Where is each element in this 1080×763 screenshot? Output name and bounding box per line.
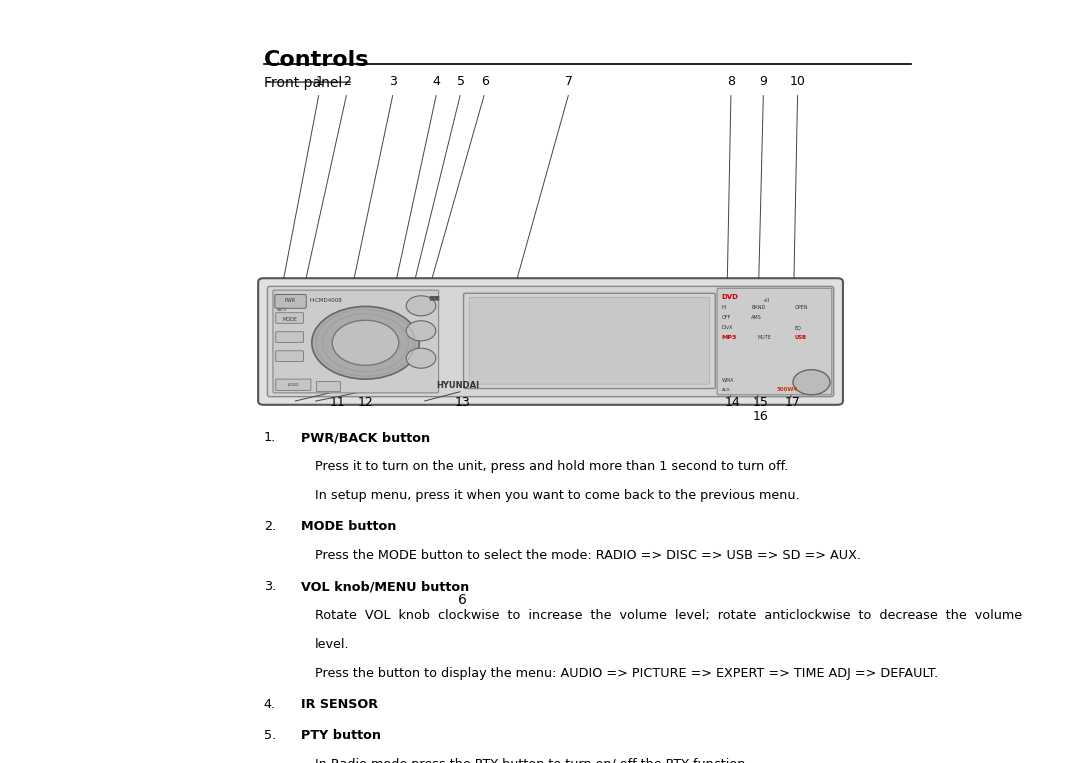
FancyBboxPatch shape bbox=[469, 298, 710, 384]
Text: 3.: 3. bbox=[264, 580, 276, 594]
FancyBboxPatch shape bbox=[275, 313, 303, 324]
Text: H-CMD4008: H-CMD4008 bbox=[310, 298, 342, 303]
Circle shape bbox=[406, 348, 436, 369]
FancyBboxPatch shape bbox=[275, 351, 303, 362]
Text: DVD: DVD bbox=[721, 294, 739, 300]
Text: 8: 8 bbox=[727, 75, 735, 88]
Text: VOL knob/MENU button: VOL knob/MENU button bbox=[300, 580, 469, 594]
Text: MODE: MODE bbox=[282, 317, 297, 322]
Text: 5: 5 bbox=[457, 75, 464, 88]
FancyBboxPatch shape bbox=[274, 295, 307, 308]
Text: Press the MODE button to select the mode: RADIO => DISC => USB => SD => AUX.: Press the MODE button to select the mode… bbox=[314, 549, 861, 562]
Text: Rotate  VOL  knob  clockwise  to  increase  the  volume  level;  rotate  anticlo: Rotate VOL knob clockwise to increase th… bbox=[314, 609, 1022, 622]
Text: 4.: 4. bbox=[264, 698, 275, 711]
Text: Front panel: Front panel bbox=[264, 76, 342, 91]
Text: level.: level. bbox=[314, 638, 349, 651]
Text: HI: HI bbox=[721, 304, 727, 310]
Text: IR SENSOR: IR SENSOR bbox=[300, 698, 378, 711]
Text: 17: 17 bbox=[785, 396, 801, 409]
Text: 500W4: 500W4 bbox=[777, 388, 798, 392]
Text: 5.: 5. bbox=[264, 729, 276, 742]
Text: AMS: AMS bbox=[752, 314, 762, 320]
Text: 14: 14 bbox=[725, 396, 741, 409]
Text: OPEN: OPEN bbox=[795, 304, 808, 310]
Text: BAND: BAND bbox=[752, 304, 766, 310]
Text: 10: 10 bbox=[789, 75, 806, 88]
Text: WMA: WMA bbox=[721, 378, 734, 384]
Text: 2.: 2. bbox=[264, 520, 275, 533]
Text: Press the button to display the menu: AUDIO => PICTURE => EXPERT => TIME ADJ => : Press the button to display the menu: AU… bbox=[314, 667, 937, 680]
Text: 6: 6 bbox=[481, 75, 489, 88]
Text: 13: 13 bbox=[455, 396, 471, 409]
Text: MP3: MP3 bbox=[721, 335, 738, 340]
Text: PWR: PWR bbox=[285, 298, 296, 303]
Text: DivX: DivX bbox=[721, 325, 733, 330]
FancyBboxPatch shape bbox=[275, 379, 311, 391]
Text: OFF: OFF bbox=[721, 314, 731, 320]
Text: LOUD: LOUD bbox=[287, 383, 299, 387]
Text: MODE button: MODE button bbox=[300, 520, 396, 533]
Text: Controls: Controls bbox=[264, 50, 369, 70]
Text: 1: 1 bbox=[315, 75, 323, 88]
Text: 11: 11 bbox=[329, 396, 346, 409]
FancyBboxPatch shape bbox=[316, 382, 340, 391]
Text: AUX: AUX bbox=[721, 388, 730, 391]
Text: USB: USB bbox=[795, 335, 807, 340]
Text: +II: +II bbox=[762, 298, 770, 303]
Circle shape bbox=[406, 320, 436, 341]
FancyBboxPatch shape bbox=[273, 290, 438, 393]
Text: 16: 16 bbox=[753, 410, 769, 423]
Text: PWR/BACK button: PWR/BACK button bbox=[300, 431, 430, 444]
Text: In setup menu, press it when you want to come back to the previous menu.: In setup menu, press it when you want to… bbox=[314, 489, 799, 502]
Circle shape bbox=[333, 320, 399, 365]
Text: BACK: BACK bbox=[276, 307, 287, 311]
Text: 4: 4 bbox=[433, 75, 441, 88]
Text: 1.: 1. bbox=[264, 431, 276, 444]
Text: HYUNDAI: HYUNDAI bbox=[436, 382, 480, 391]
Text: PTY button: PTY button bbox=[300, 729, 381, 742]
Text: 12: 12 bbox=[357, 396, 374, 409]
FancyBboxPatch shape bbox=[463, 293, 715, 388]
Text: 2: 2 bbox=[343, 75, 351, 88]
FancyBboxPatch shape bbox=[275, 332, 303, 343]
Circle shape bbox=[793, 370, 831, 394]
FancyBboxPatch shape bbox=[258, 278, 843, 405]
Circle shape bbox=[312, 307, 419, 379]
FancyBboxPatch shape bbox=[717, 288, 832, 394]
Text: 7: 7 bbox=[565, 75, 573, 88]
Text: 3: 3 bbox=[389, 75, 397, 88]
Text: In Radio mode press the PTY button to turn on/ off the PTY function.: In Radio mode press the PTY button to tu… bbox=[314, 758, 750, 763]
FancyBboxPatch shape bbox=[268, 286, 834, 397]
Text: Press it to turn on the unit, press and hold more than 1 second to turn off.: Press it to turn on the unit, press and … bbox=[314, 460, 788, 473]
Text: ■■: ■■ bbox=[428, 295, 440, 300]
Circle shape bbox=[406, 296, 436, 316]
Text: 9: 9 bbox=[759, 75, 767, 88]
Text: 15: 15 bbox=[753, 396, 769, 409]
Text: MUTE: MUTE bbox=[758, 335, 772, 340]
Text: 6: 6 bbox=[458, 594, 467, 607]
Text: EQ: EQ bbox=[795, 325, 801, 330]
